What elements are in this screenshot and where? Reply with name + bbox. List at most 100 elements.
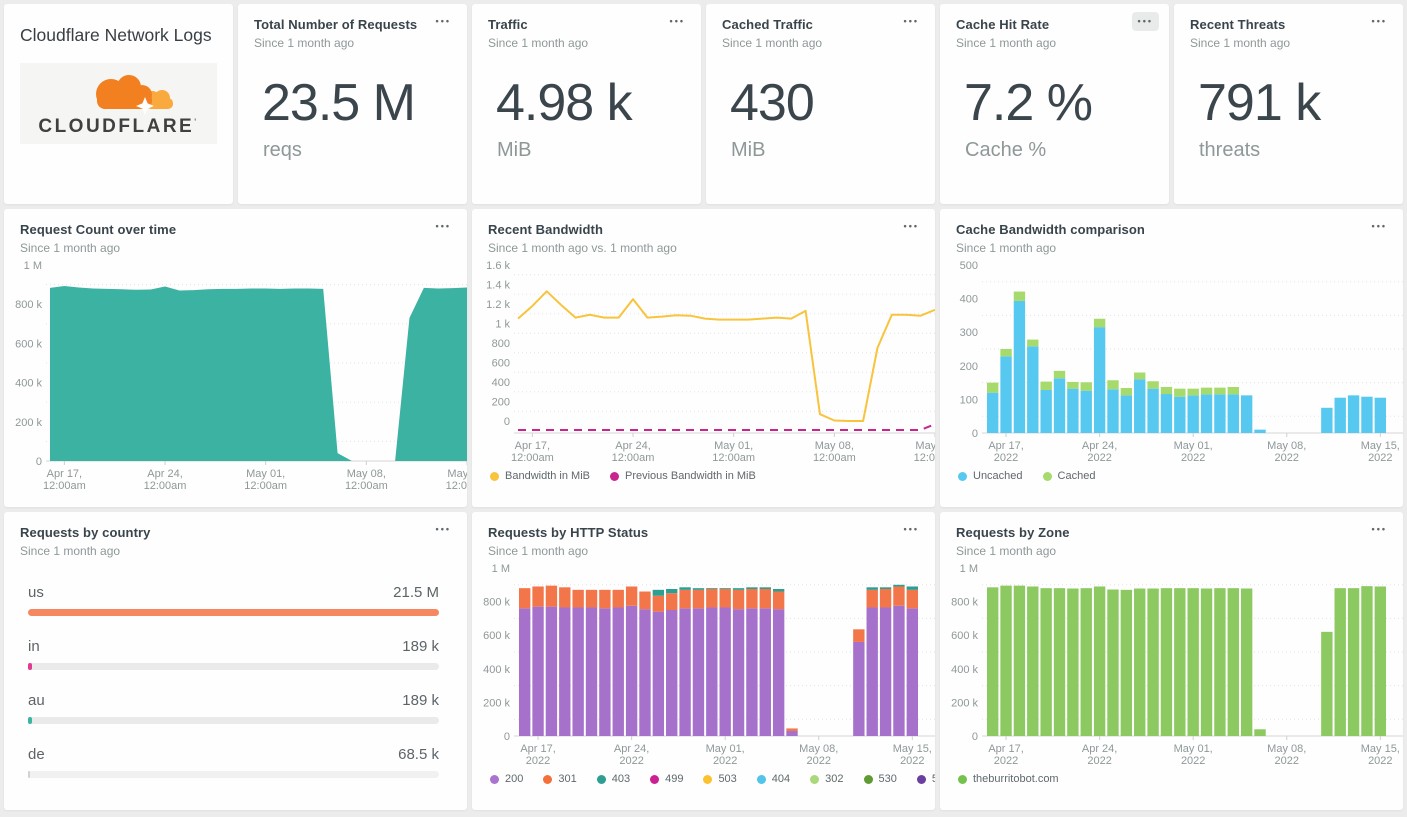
logo-card: Cloudflare Network Logs CLOUDFLARE' (4, 4, 233, 204)
more-options-icon[interactable]: ••• (1371, 221, 1387, 231)
country-bar-fill[interactable] (28, 663, 32, 670)
stat-title: Cached Traffic (722, 17, 813, 32)
svg-text:400: 400 (960, 294, 978, 306)
stat-subtitle: Since 1 month ago (488, 36, 589, 50)
country-bar-track (28, 663, 439, 670)
legend-label: 526 (931, 773, 935, 785)
panel-title: Recent Bandwidth (488, 222, 603, 237)
legend-dot-icon (596, 774, 606, 784)
svg-text:May 01,: May 01, (246, 468, 285, 480)
legend-label: theburritobot.com (973, 773, 1059, 785)
stat-card-cache-hit-rate: Cache Hit Rate Since 1 month ago ••• 7.2… (940, 4, 1169, 204)
legend-label: 301 (558, 773, 577, 785)
svg-text:2022: 2022 (619, 755, 643, 767)
svg-text:May 08,: May 08, (347, 468, 386, 480)
legend-label: Bandwidth in MiB (505, 470, 590, 482)
svg-text:1 M: 1 M (960, 563, 978, 575)
legend-item-bandwidth-in-mib[interactable]: Bandwidth in MiB (490, 470, 590, 482)
svg-text:12:00am: 12:00am (345, 480, 388, 492)
country-label: de (28, 746, 45, 763)
more-options-icon[interactable]: ••• (903, 221, 919, 231)
more-options-icon[interactable]: ••• (435, 16, 451, 26)
stat-value: 430 (730, 74, 815, 132)
legend-dot-icon (916, 774, 926, 784)
svg-text:12:00am: 12:00am (43, 480, 86, 492)
country-row-us: us 21.5 M (28, 584, 439, 616)
svg-text:200: 200 (960, 361, 978, 373)
panel-subtitle: Since 1 month ago (956, 544, 1057, 558)
panel-cache-bandwidth-comparison: Cache Bandwidth comparison Since 1 month… (940, 209, 1403, 507)
stat-title: Traffic (488, 17, 528, 32)
stat-value: 23.5 M (262, 74, 416, 132)
legend-item-301[interactable]: 301 (543, 773, 577, 785)
country-bar-fill[interactable] (28, 609, 439, 616)
legend-item-theburritobot-com[interactable]: theburritobot.com (958, 773, 1059, 785)
legend-item-499[interactable]: 499 (650, 773, 683, 785)
svg-text:0: 0 (36, 456, 42, 468)
trademark-mark: ' (194, 117, 199, 127)
svg-text:May 15,: May 15, (1361, 743, 1400, 755)
more-options-icon[interactable]: ••• (1371, 524, 1387, 534)
legend-label: 302 (825, 773, 844, 785)
legend-item-cached[interactable]: Cached (1042, 470, 1095, 482)
country-bar-fill[interactable] (28, 717, 32, 724)
more-options-icon[interactable]: ••• (435, 221, 451, 231)
panel-title: Requests by Zone (956, 525, 1070, 540)
more-options-icon[interactable]: ••• (1131, 12, 1159, 31)
legend-item-200[interactable]: 200 (490, 773, 523, 785)
legend-item-previous-bandwidth-in-mib[interactable]: Previous Bandwidth in MiB (610, 470, 756, 482)
svg-text:500: 500 (960, 260, 978, 272)
more-options-icon[interactable]: ••• (903, 524, 919, 534)
legend-label: Previous Bandwidth in MiB (625, 470, 756, 482)
svg-text:1 M: 1 M (492, 563, 510, 575)
stat-unit: reqs (263, 138, 302, 161)
legend-item-302[interactable]: 302 (810, 773, 844, 785)
stat-subtitle: Since 1 month ago (1190, 36, 1291, 50)
stat-card-recent-threats: Recent Threats Since 1 month ago ••• 791… (1174, 4, 1403, 204)
stat-card-traffic: Traffic Since 1 month ago ••• 4.98 k MiB (472, 4, 701, 204)
legend-item-403[interactable]: 403 (596, 773, 630, 785)
legend-item-526[interactable]: 526 (916, 773, 935, 785)
svg-text:12:00am: 12:00am (511, 452, 554, 464)
svg-text:1 k: 1 k (495, 319, 510, 331)
svg-text:400 k: 400 k (951, 664, 978, 676)
recent-bandwidth-chart[interactable]: 0 200 400 600 800 1 k 1.2 k 1.4 k 1.6 k Apr 17, 12… (472, 255, 935, 467)
svg-text:2022: 2022 (526, 755, 550, 767)
legend-item-503[interactable]: 503 (703, 773, 737, 785)
cache-bandwidth-chart[interactable]: 0 100 200 300 400 500 Apr 17, 2022 Apr 24, 2022 Ma… (940, 255, 1403, 467)
legend-label: 530 (878, 773, 897, 785)
country-value: 68.5 k (398, 746, 439, 763)
svg-text:May 01,: May 01, (714, 440, 753, 452)
panel-recent-bandwidth: Recent Bandwidth Since 1 month ago vs. 1… (472, 209, 935, 507)
country-gauge-list: us 21.5 M in 189 k au 189 k de 68.5 k (4, 558, 467, 778)
stat-subtitle: Since 1 month ago (956, 36, 1057, 50)
chart-legend: 200301403499503404302530526524 (472, 770, 935, 785)
more-options-icon[interactable]: ••• (435, 524, 451, 534)
chart-legend: Bandwidth in MiB Previous Bandwidth in Mi… (472, 467, 935, 482)
panel-title: Cache Bandwidth comparison (956, 222, 1145, 237)
country-bar-track (28, 609, 439, 616)
more-options-icon[interactable]: ••• (903, 16, 919, 26)
country-bar-fill[interactable] (28, 771, 30, 778)
legend-label: 499 (665, 773, 684, 785)
more-options-icon[interactable]: ••• (669, 16, 685, 26)
svg-text:400 k: 400 k (483, 664, 510, 676)
svg-text:0: 0 (972, 731, 978, 743)
stat-title: Recent Threats (1190, 17, 1286, 32)
svg-text:800 k: 800 k (483, 597, 510, 609)
more-options-icon[interactable]: ••• (1371, 16, 1387, 26)
svg-text:200 k: 200 k (951, 697, 978, 709)
legend-item-uncached[interactable]: Uncached (958, 470, 1023, 482)
svg-text:May 01,: May 01, (1174, 440, 1213, 452)
legend-dot-icon (958, 471, 967, 481)
svg-text:2022: 2022 (1275, 452, 1299, 464)
legend-item-530[interactable]: 530 (863, 773, 897, 785)
svg-text:2022: 2022 (994, 452, 1018, 464)
svg-text:400 k: 400 k (15, 378, 42, 390)
panel-subtitle: Since 1 month ago vs. 1 month ago (488, 241, 677, 255)
legend-item-404[interactable]: 404 (756, 773, 790, 785)
